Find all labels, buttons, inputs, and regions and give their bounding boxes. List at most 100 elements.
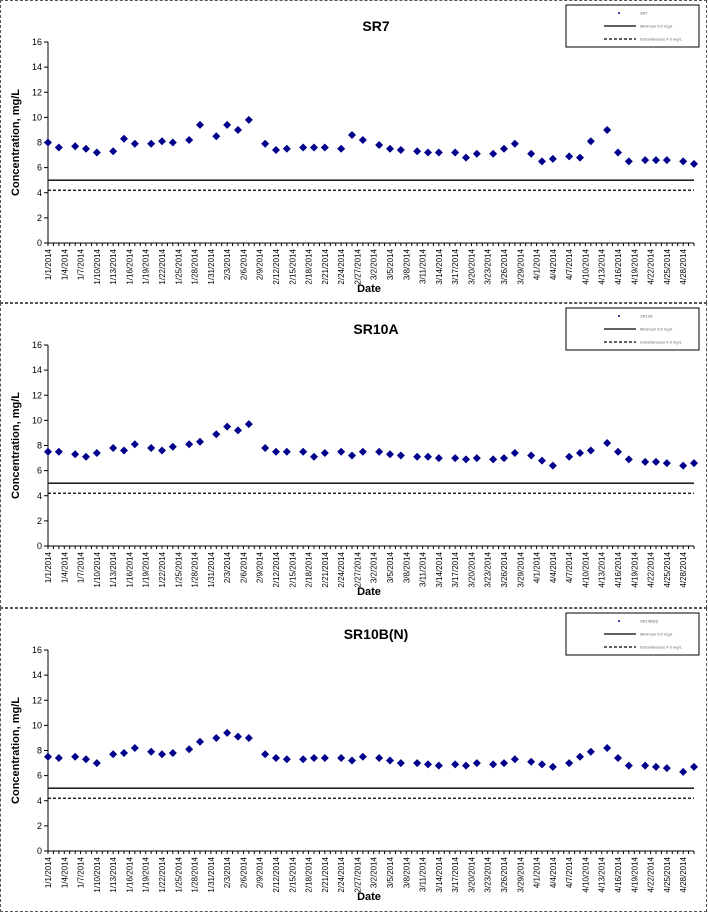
data-point — [337, 144, 346, 153]
x-tick-label: 4/22/2014 — [647, 551, 656, 587]
y-tick-label: 16 — [32, 645, 42, 655]
x-tick-label: 1/19/2014 — [142, 551, 151, 587]
x-tick-label: 3/2/2014 — [370, 551, 379, 583]
x-tick-label: 4/28/2014 — [679, 248, 688, 284]
x-tick-label: 3/8/2014 — [402, 551, 411, 583]
data-point — [130, 139, 139, 148]
y-tick-label: 2 — [37, 213, 42, 223]
x-tick-label: 4/13/2014 — [598, 856, 607, 892]
x-tick-label: 4/10/2014 — [581, 856, 590, 892]
data-point — [548, 762, 557, 771]
x-tick-label: 1/22/2014 — [158, 551, 167, 587]
x-tick-label: 4/7/2014 — [565, 856, 574, 888]
data-point — [538, 760, 546, 769]
x-tick-label: 2/6/2014 — [239, 856, 248, 888]
y-axis-title: Concentration, mg/L — [10, 89, 22, 196]
x-tick-label: 2/6/2014 — [239, 551, 248, 583]
data-point — [147, 444, 156, 453]
x-tick-label: 3/5/2014 — [386, 551, 395, 583]
y-tick-label: 0 — [37, 846, 42, 856]
data-point — [234, 125, 242, 134]
data-point — [375, 447, 384, 456]
x-tick-label: 3/20/2014 — [467, 551, 476, 587]
x-tick-label: 3/11/2014 — [419, 248, 428, 284]
x-tick-label: 2/18/2014 — [305, 248, 314, 284]
data-point — [576, 752, 584, 761]
x-tick-label: 2/27/2014 — [353, 248, 362, 284]
legend-label: Minimum 5.0 mg/L — [640, 24, 674, 29]
data-point — [690, 459, 698, 468]
x-tick-label: 1/19/2014 — [142, 248, 151, 284]
data-point — [272, 447, 280, 456]
x-tick-label: 2/21/2014 — [321, 248, 330, 284]
data-point — [462, 153, 470, 162]
data-point — [337, 754, 346, 763]
data-point — [662, 156, 671, 165]
data-point — [462, 761, 470, 770]
x-tick-label: 3/26/2014 — [500, 551, 509, 587]
data-point — [586, 446, 595, 455]
x-tick-label: 1/7/2014 — [77, 856, 86, 888]
data-point — [130, 440, 139, 449]
data-point — [451, 760, 460, 769]
y-tick-label: 6 — [37, 466, 42, 476]
x-tick-label: 4/19/2014 — [630, 248, 639, 284]
x-tick-label: 3/20/2014 — [467, 248, 476, 284]
x-tick-label: 4/28/2014 — [679, 856, 688, 892]
data-point — [120, 446, 128, 455]
x-tick-label: 3/26/2014 — [500, 856, 509, 892]
x-tick-label: 2/9/2014 — [256, 551, 265, 583]
data-point — [212, 733, 221, 742]
x-tick-label: 4/4/2014 — [549, 551, 558, 583]
y-tick-label: 0 — [37, 541, 42, 551]
x-tick-label: 4/19/2014 — [630, 551, 639, 587]
data-point — [679, 767, 688, 776]
y-tick-label: 10 — [32, 720, 42, 730]
x-tick-label: 2/12/2014 — [272, 248, 281, 284]
data-point — [500, 144, 508, 153]
data-point — [624, 455, 633, 464]
data-point — [614, 148, 622, 157]
x-tick-label: 2/3/2014 — [223, 248, 232, 280]
x-tick-label: 3/23/2014 — [484, 248, 493, 284]
data-point — [472, 149, 481, 158]
y-tick-label: 6 — [37, 771, 42, 781]
x-tick-label: 1/22/2014 — [158, 856, 167, 892]
data-point — [320, 143, 329, 152]
x-tick-label: 4/22/2014 — [647, 856, 656, 892]
x-tick-label: 4/1/2014 — [533, 856, 542, 888]
x-tick-label: 3/14/2014 — [435, 248, 444, 284]
data-point — [424, 760, 432, 769]
data-point — [396, 759, 405, 768]
legend-marker — [618, 315, 620, 317]
data-point — [472, 454, 481, 463]
x-tick-label: 4/16/2014 — [614, 856, 623, 892]
data-point — [424, 452, 432, 461]
x-tick-label: 3/5/2014 — [386, 248, 395, 280]
data-point — [212, 132, 221, 141]
data-point — [299, 755, 308, 764]
x-tick-label: 4/4/2014 — [549, 248, 558, 280]
data-point — [358, 752, 367, 761]
data-point — [44, 752, 52, 761]
x-tick-label: 4/19/2014 — [630, 856, 639, 892]
x-tick-label: 4/13/2014 — [598, 248, 607, 284]
x-tick-label: 1/31/2014 — [207, 856, 216, 892]
x-tick-label: 2/27/2014 — [353, 551, 362, 587]
data-point — [299, 447, 308, 456]
data-point — [92, 759, 101, 768]
x-tick-label: 1/28/2014 — [191, 856, 200, 892]
data-point — [196, 737, 204, 746]
legend-label: SR10A — [640, 314, 653, 319]
data-point — [320, 754, 329, 763]
x-tick-label: 4/16/2014 — [614, 551, 623, 587]
legend-label: SR10B(N) — [640, 619, 659, 624]
data-point — [641, 761, 650, 770]
x-tick-label: 4/7/2014 — [565, 551, 574, 583]
x-tick-label: 2/15/2014 — [288, 856, 297, 892]
data-point — [158, 750, 166, 759]
x-tick-label: 1/1/2014 — [44, 551, 53, 583]
data-point — [527, 451, 536, 460]
x-tick-label: 4/4/2014 — [549, 856, 558, 888]
x-tick-label: 1/25/2014 — [174, 551, 183, 587]
